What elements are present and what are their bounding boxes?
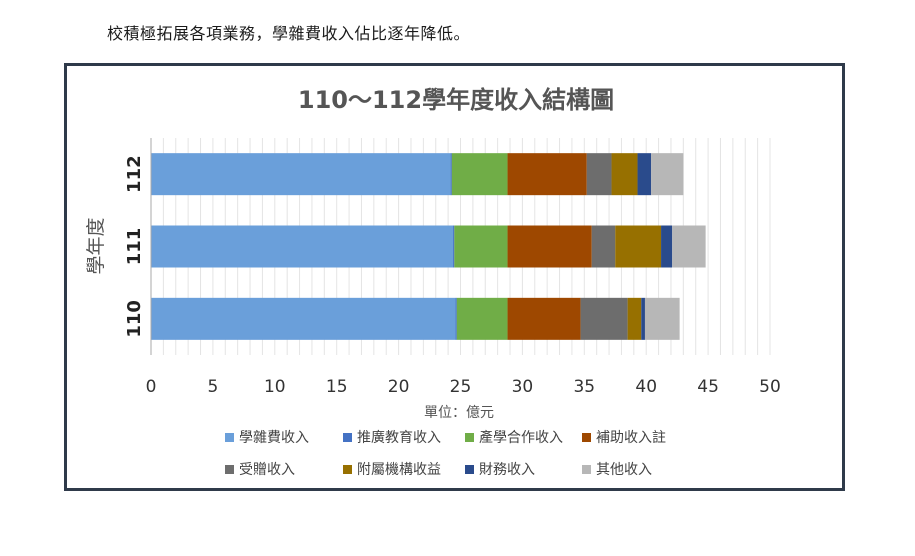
bar-segment (450, 153, 452, 196)
legend-swatch (465, 465, 474, 474)
legend-label: 產學合作收入 (479, 429, 563, 446)
intro-text: 校積極拓展各項業務，學雜費收入佔比逐年降低。 (107, 24, 471, 43)
legend-label: 附屬機構收益 (357, 462, 441, 478)
bar-segment (672, 225, 706, 268)
x-tick-label: 0 (146, 377, 157, 397)
legend-label: 推廣教育收入 (357, 429, 441, 446)
bar-segment (151, 225, 454, 268)
legend-label: 受贈收入 (239, 462, 295, 478)
legend-label: 其他收入 (596, 462, 652, 478)
bar-segment (611, 153, 638, 196)
category-label: 110 (124, 300, 145, 338)
legend-swatch (225, 465, 234, 474)
chart-title: 110～112學年度收入結構圖 (298, 86, 614, 114)
x-tick-label: 40 (635, 377, 657, 397)
bar-segment (453, 225, 455, 268)
legend-label: 財務收入 (479, 462, 535, 478)
category-label: 112 (124, 155, 145, 193)
bar-segment (455, 297, 457, 340)
x-tick-label: 5 (207, 377, 218, 397)
legend-swatch (465, 433, 474, 442)
bar-segment (456, 297, 508, 340)
x-axis-label: 單位：億元 (424, 405, 494, 421)
bar-segment (580, 297, 628, 340)
bar-segment (507, 297, 581, 340)
bar-segment (586, 153, 612, 196)
legend-swatch (225, 433, 234, 442)
category-label: 111 (124, 228, 145, 266)
y-axis-label: 學年度 (85, 217, 107, 274)
chart-frame (64, 63, 845, 491)
bar-segment (151, 297, 456, 340)
bar-segment (627, 297, 642, 340)
bar-segment (451, 153, 508, 196)
bar-segment (641, 297, 645, 340)
legend-label: 學雜費收入 (239, 430, 309, 446)
bar-segment (661, 225, 673, 268)
bar-segment (615, 225, 662, 268)
x-tick-label: 20 (388, 377, 410, 397)
x-tick-label: 15 (326, 377, 348, 397)
x-tick-label: 30 (512, 377, 534, 397)
category-labels: 112 111 110 (124, 155, 145, 337)
x-tick-label: 10 (264, 377, 286, 397)
bar-segment (507, 225, 592, 268)
bar-segment (637, 153, 652, 196)
bar-segment (651, 153, 684, 196)
bars (151, 153, 706, 340)
x-tick-label: 35 (573, 377, 595, 397)
legend-swatch (582, 465, 591, 474)
bar-segment (507, 153, 587, 196)
bar-segment (644, 297, 680, 340)
legend-swatch (343, 433, 352, 442)
bar-segment (591, 225, 616, 268)
x-tick-label: 25 (450, 377, 472, 397)
x-tick-labels: 0 5 10 15 20 25 30 35 40 45 50 (146, 377, 781, 397)
bar-segment (151, 153, 451, 196)
x-tick-label: 50 (759, 377, 781, 397)
x-tick-label: 45 (697, 377, 719, 397)
legend-swatch (582, 433, 591, 442)
legend-label: 補助收入註 (596, 430, 666, 446)
legend-swatch (343, 465, 352, 474)
bar-segment (454, 225, 508, 268)
